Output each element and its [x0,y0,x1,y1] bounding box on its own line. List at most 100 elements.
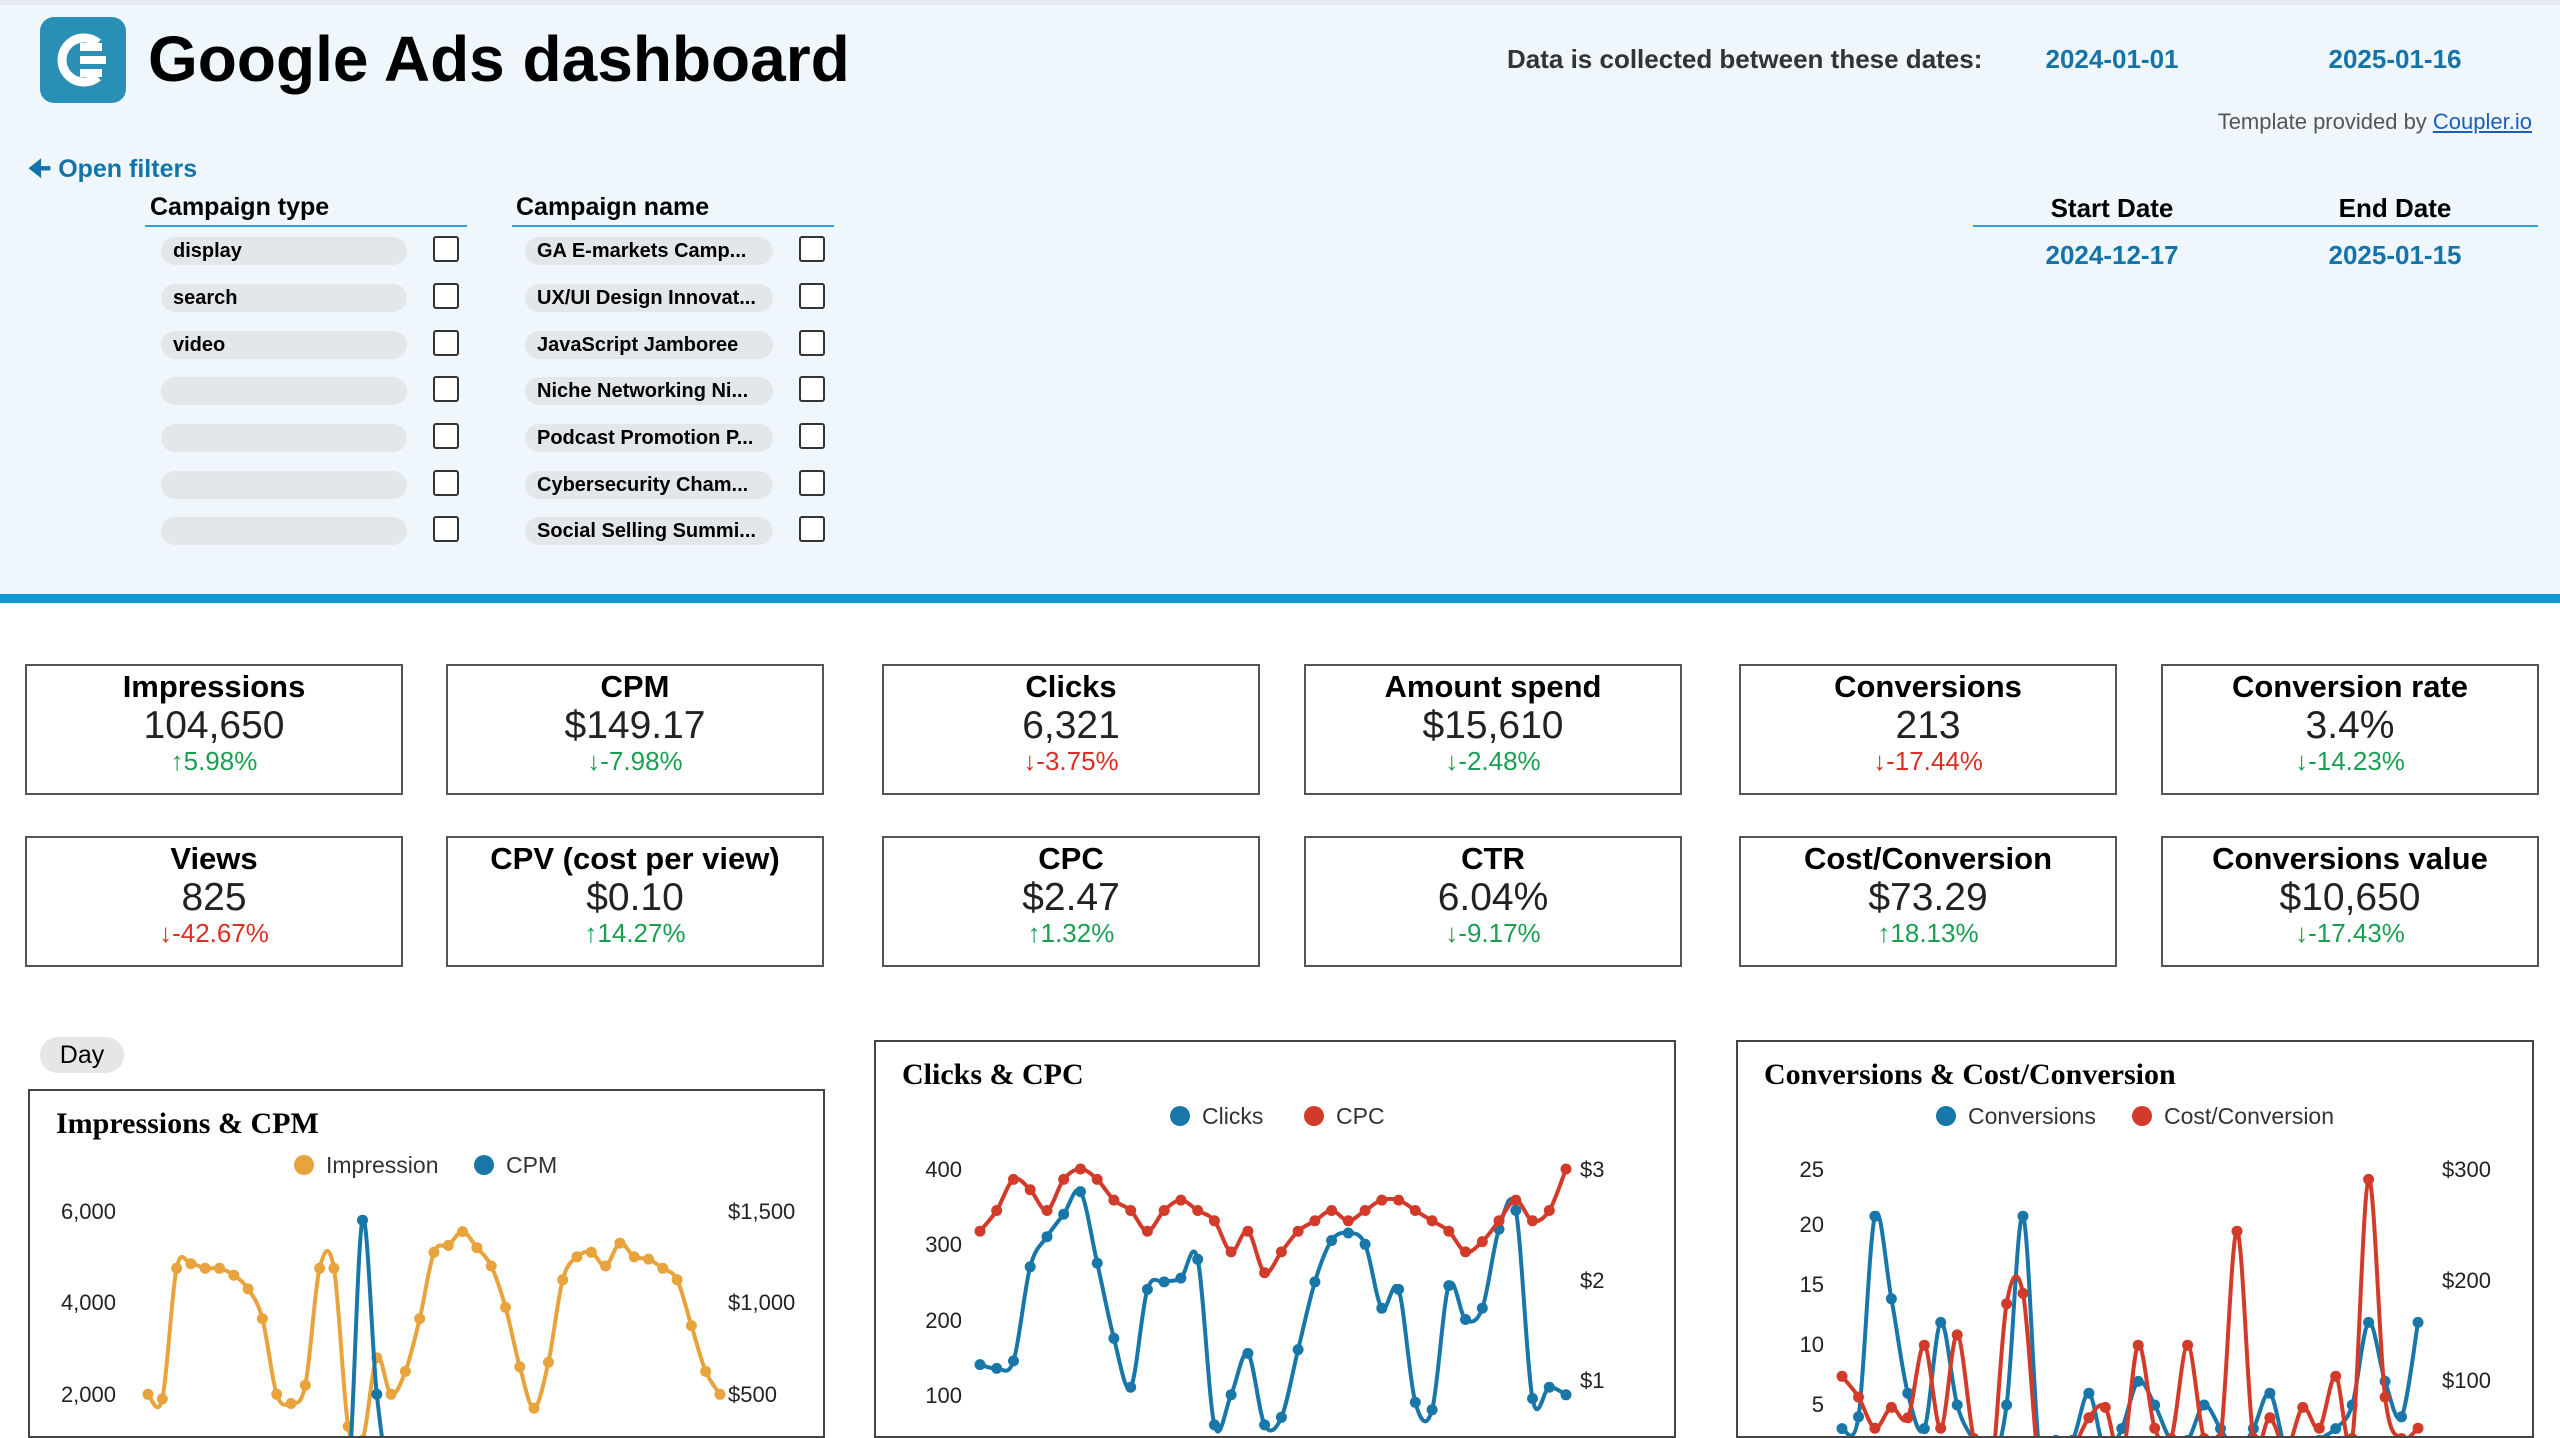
legend-label: CPM [506,1152,557,1178]
campaign-name-checkbox[interactable] [799,283,825,309]
data-point [1058,1208,1070,1220]
campaign-name-checkbox[interactable] [799,516,825,542]
data-point [1426,1404,1438,1416]
kpi-value: $0.10 [586,876,684,919]
data-point [1259,1267,1271,1279]
data-point [1393,1283,1405,1295]
y-left-tick: 200 [925,1308,962,1333]
kpi-card: Conversions 213 ↓-17.44% [1739,664,2117,795]
kpi-card: Amount spend $15,610 ↓-2.48% [1304,664,1682,795]
data-point [1935,1316,1947,1328]
campaign-name-rule [512,225,834,227]
data-point [2379,1391,2391,1403]
data-point [2083,1387,2095,1399]
data-point [585,1246,597,1258]
end-date-value[interactable]: 2025-01-15 [2328,240,2462,270]
arrow-up-icon: ↑ [1027,918,1041,948]
kpi-delta: ↓-9.17% [1306,919,1680,947]
campaign-name-chip: GA E-markets Camp... [525,237,773,265]
campaign-type-checkbox[interactable] [433,283,459,309]
data-point [2017,1210,2029,1222]
data-point [2396,1433,2407,1436]
y-right-tick: $1 [1580,1368,1604,1393]
data-point [1292,1225,1304,1237]
campaign-name-checkbox[interactable] [799,470,825,496]
chart-svg: Impressions & CPM Impression CPM 2,000 4,000… [56,1107,795,1436]
clicks-cpc-chart: Clicks & CPC Clicks CPC 100 200 300 400 $1 $2 $3 [874,1040,1676,1438]
campaign-name-checkbox[interactable] [799,376,825,402]
campaign-type-checkbox[interactable] [433,423,459,449]
campaign-type-header: Campaign type [150,193,330,221]
data-point [242,1283,254,1295]
data-point [1460,1246,1471,1258]
legend-label: CPC [1336,1103,1385,1129]
arrow-down-icon: ↓ [1445,746,1459,776]
open-filters-button[interactable]: 🠈 Open filters [28,150,197,193]
kpi-title: Impressions [122,669,306,704]
data-point [1902,1412,1914,1424]
data-point [256,1313,268,1325]
data-point [1309,1276,1321,1288]
data-point [991,1205,1003,1216]
start-date-value[interactable]: 2024-12-17 [2045,240,2179,270]
campaign-type-checkbox[interactable] [433,470,459,496]
data-point [485,1260,497,1272]
y-left-tick: 6,000 [61,1199,116,1224]
y-left-tick: 20 [1800,1212,1824,1237]
data-point [614,1237,626,1249]
kpi-value: $10,650 [2279,876,2421,919]
data-point [1885,1293,1897,1305]
campaign-type-checkbox[interactable] [433,330,459,356]
kpi-card: CPV (cost per view) $0.10 ↑14.27% [446,836,824,967]
data-point [1275,1246,1287,1258]
arrow-down-icon: ↓ [2295,918,2309,948]
data-point [1075,1186,1086,1198]
data-point [1527,1215,1538,1227]
data-point [571,1251,583,1263]
data-point [2264,1387,2276,1399]
kpi-card: Conversions value $10,650 ↓-17.43% [2161,836,2539,967]
campaign-type-checkbox[interactable] [433,516,459,542]
campaign-name-checkbox[interactable] [799,423,825,449]
legend-label: Conversions [1968,1103,2096,1129]
kpi-value: 213 [1895,704,1961,747]
y-left-tick: 300 [925,1232,962,1257]
kpi-card: Views 825 ↓-42.67% [25,836,403,967]
data-point [1292,1344,1304,1356]
campaign-type-checkbox[interactable] [433,236,459,262]
arrow-down-icon: ↓ [587,746,601,776]
legend-label: Clicks [1202,1103,1263,1129]
data-point [2199,1433,2209,1436]
kpi-delta-value: 1.32% [1040,918,1115,948]
data-point [2017,1287,2029,1299]
campaign-name-checkbox[interactable] [799,330,825,356]
data-point [1409,1396,1421,1408]
top-border [0,0,2560,5]
data-point [2149,1422,2161,1434]
data-point [214,1262,225,1274]
data-point [1024,1261,1036,1273]
legend-label: Impression [326,1152,438,1178]
data-point [1476,1302,1488,1314]
kpi-title: Conversions [1834,669,2022,704]
data-point [2215,1433,2226,1436]
chart-svg: Conversions & Cost/Conversion Conversions… [1764,1058,2491,1436]
kpi-title: CPV (cost per view) [490,841,780,876]
campaign-name-checkbox[interactable] [799,236,825,262]
open-filters-label: Open filters [58,155,198,183]
data-point [1885,1401,1897,1413]
kpi-title: Amount spend [1384,669,1602,704]
coupler-link[interactable]: Coupler.io [2432,109,2532,134]
campaign-type-checkbox[interactable] [433,376,459,402]
data-point [385,1388,397,1400]
data-point [1158,1276,1170,1288]
kpi-delta-value: -3.75% [1036,746,1119,776]
data-point [1409,1205,1421,1216]
kpi-value: 825 [181,876,247,919]
data-point [1125,1205,1137,1216]
granularity-day-chip[interactable]: Day [40,1037,124,1073]
data-point [1208,1215,1220,1227]
data-point [514,1361,526,1373]
y-right-tick: $2 [1580,1268,1604,1293]
kpi-delta: ↓-14.23% [2163,747,2537,775]
